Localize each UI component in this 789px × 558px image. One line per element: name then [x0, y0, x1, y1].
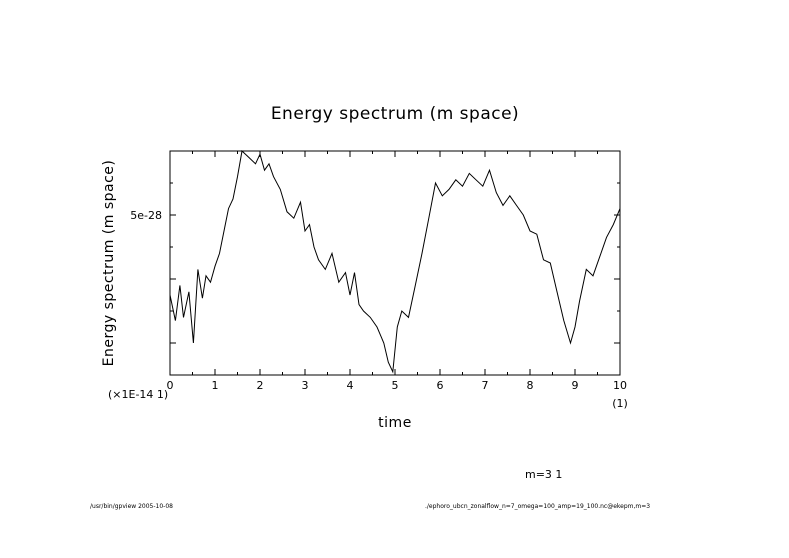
legend-label: m=3 1: [525, 468, 562, 481]
x-axis-ticks: [169, 151, 621, 375]
x-tick-labels: 0 1 2 3 4 5 6 7 8 9 10: [167, 379, 628, 392]
x-tick-label: 9: [572, 379, 579, 392]
x-axis-label: time: [378, 415, 412, 431]
x-tick-label: 0: [167, 379, 174, 392]
x-tick-label: 4: [347, 379, 354, 392]
x-tick-label: 5: [392, 379, 399, 392]
x-tick-label: 10: [613, 379, 627, 392]
chart-title: Energy spectrum (m space): [271, 104, 519, 124]
x-tick-label: 3: [302, 379, 309, 392]
x-tick-label: 8: [527, 379, 534, 392]
plot-frame: [169, 150, 621, 376]
footer-right: ./ephoro_ubcn_zonalflow_n=7_omega=100_am…: [425, 503, 650, 510]
y-tick-label: 5e-28: [130, 209, 162, 222]
x-scale-label: (1): [612, 397, 628, 410]
x-tick-label: 7: [482, 379, 489, 392]
y-scale-label: (×1E-14 1): [108, 388, 168, 401]
y-tick-labels: 5e-28: [130, 209, 162, 222]
x-tick-label: 6: [437, 379, 444, 392]
y-axis-label: Energy spectrum (m space): [101, 160, 117, 367]
y-axis-ticks: [170, 150, 620, 376]
x-tick-label: 1: [212, 379, 219, 392]
series-line: [169, 150, 621, 374]
footer-left: /usr/bin/gpview 2005-10-08: [90, 503, 173, 510]
x-tick-label: 2: [257, 379, 264, 392]
